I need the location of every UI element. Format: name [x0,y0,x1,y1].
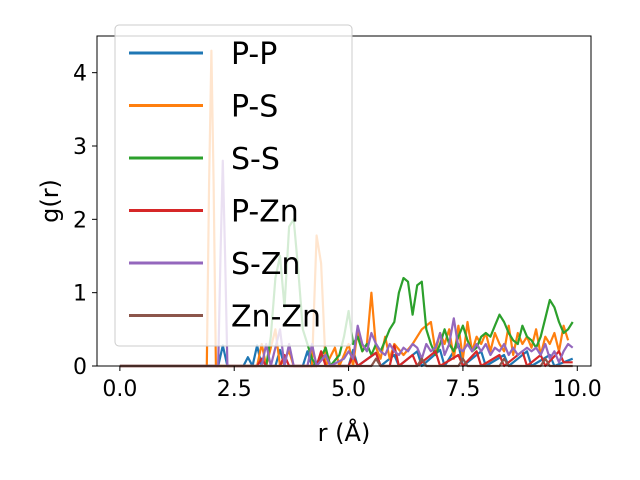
legend-box [114,24,353,347]
y-tick-label: 4 [73,62,87,87]
y-axis-label: g(r) [36,179,64,223]
legend-label-zn-zn: Zn-Zn [231,300,321,335]
legend: P-P P-S S-S P-Zn S-Zn Zn-Zn [114,24,353,347]
legend-label-p-s: P-S [231,90,278,125]
y-axis: 0 1 2 3 4 [73,62,97,380]
y-tick-label: 2 [73,208,87,233]
y-tick-label: 1 [73,282,87,307]
y-tick-label: 3 [73,135,87,160]
x-tick-label: 2.5 [217,377,252,402]
x-tick-label: 7.5 [445,377,480,402]
legend-label-s-zn: S-Zn [231,247,300,282]
series-line-zn-zn [119,357,573,368]
x-tick-label: 0.0 [102,377,137,402]
x-axis-label: r (Å) [318,418,371,447]
x-axis: 0.0 2.5 5.0 7.5 10.0 [102,366,602,402]
x-tick-label: 5.0 [331,377,366,402]
legend-label-s-s: S-S [231,142,280,177]
series-line-s-zn [119,159,574,368]
plot-area [96,35,592,368]
x-tick-label: 10.0 [553,377,602,402]
y-tick-label: 0 [73,355,87,380]
series-layer [119,49,574,368]
legend-items: P-P P-S S-S P-Zn S-Zn Zn-Zn [129,37,321,335]
series-line-s-s [119,218,574,368]
legend-label-p-p: P-P [231,37,277,72]
legend-label-p-zn: P-Zn [231,195,299,230]
